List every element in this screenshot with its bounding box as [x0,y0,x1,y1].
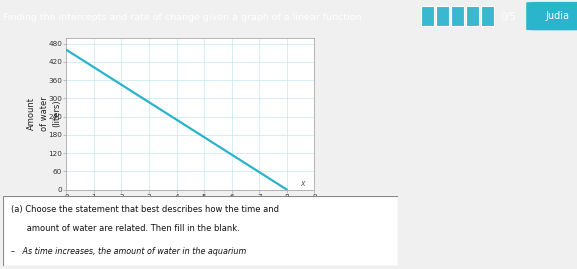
FancyBboxPatch shape [466,6,479,26]
Text: (a) Choose the statement that best describes how the time and: (a) Choose the statement that best descr… [11,205,279,214]
Text: x: x [300,179,304,188]
Text: –   As time increases, the amount of water in the aquarium: – As time increases, the amount of water… [11,247,246,256]
FancyBboxPatch shape [3,196,398,266]
FancyBboxPatch shape [526,2,577,30]
FancyBboxPatch shape [421,6,434,26]
Text: Judia: Judia [545,11,569,21]
Text: amount of water are related. Then fill in the blank.: amount of water are related. Then fill i… [11,224,239,233]
X-axis label: Time (minutes): Time (minutes) [154,204,227,213]
Text: Finding the intercepts and rate of change given a graph of a linear function: Finding the intercepts and rate of chang… [3,13,361,22]
FancyBboxPatch shape [451,6,464,26]
Y-axis label: Amount
of water
(liters): Amount of water (liters) [27,96,61,131]
FancyBboxPatch shape [436,6,449,26]
FancyBboxPatch shape [481,6,494,26]
Text: 0/5: 0/5 [501,12,516,22]
